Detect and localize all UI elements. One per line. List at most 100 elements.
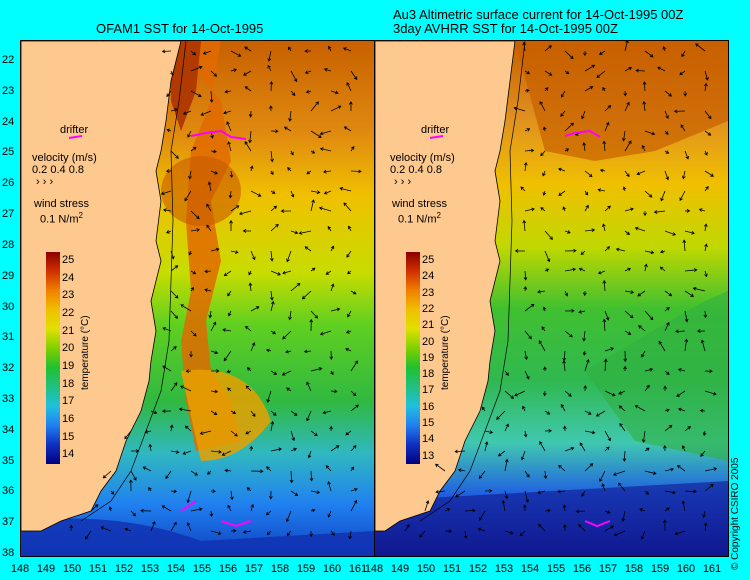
current-vector [584,228,596,233]
current-vector [524,470,530,478]
current-vector [269,250,274,262]
current-vector [575,509,586,514]
current-vector [653,210,666,214]
current-vector [207,470,212,475]
latitude-tick-label: 28 [2,238,15,251]
current-vector [270,420,275,432]
colorbar-tick-label: 13 [422,449,435,462]
current-vector [679,190,686,201]
current-vector [144,429,152,434]
current-vector [560,110,566,117]
current-vector [564,70,570,75]
current-vector [342,47,352,52]
current-vector [186,522,192,532]
current-vector [206,224,212,232]
current-vector [578,267,586,272]
current-vector [544,250,551,263]
current-vector [304,70,312,74]
current-vector [90,504,99,512]
drifter-legend-icon [68,135,83,139]
current-vector [108,506,113,512]
current-vector [204,288,212,292]
drifter-legend-label: drifter [421,124,450,136]
current-vector [638,325,646,332]
current-vector [641,430,646,443]
current-vector [188,170,192,180]
current-vector [478,470,486,480]
colorbar-tick-label: 18 [422,368,435,381]
current-vector [581,110,586,120]
current-vector [636,170,646,176]
current-vector [522,41,527,52]
current-vector [404,524,410,532]
current-vector [100,526,112,532]
current-vector [124,527,132,532]
current-vector [244,141,252,152]
current-vector [248,110,253,118]
current-vector [286,530,292,537]
current-vector [540,150,546,157]
current-vector [681,50,686,58]
current-vector [697,329,706,333]
current-vector [346,81,352,92]
current-vector [624,330,632,335]
current-vector [644,490,650,495]
current-vector [211,369,220,373]
current-vector [602,279,607,292]
current-vector [622,130,626,142]
current-vector [542,306,547,312]
current-vector [246,367,252,372]
current-vector [464,508,476,513]
current-vector [683,90,688,97]
current-vector [330,307,341,312]
current-vector [267,64,272,72]
current-vector [310,367,323,372]
current-vector [544,428,552,433]
current-vector [618,390,626,395]
current-vector [582,142,587,152]
current-vector [190,270,197,275]
current-vector [348,530,353,540]
current-vector [182,110,192,115]
current-vector [222,328,232,332]
current-vector [288,310,292,321]
current-vector [639,508,646,512]
current-vector [584,430,596,435]
current-vector [524,330,532,340]
current-vector [290,230,299,235]
current-vector [288,46,292,52]
current-vector [286,387,292,392]
current-vector [644,470,657,475]
current-vector [266,530,272,536]
colorbar-tick-label: 24 [62,271,75,284]
current-vector [180,385,192,392]
current-vector [457,468,466,472]
current-vector [537,490,546,495]
current-vector [564,330,573,338]
current-vector [624,140,632,152]
current-vector [504,423,509,432]
current-vector [504,458,509,472]
current-vector [250,306,260,312]
current-vector [524,148,535,153]
current-vector [684,230,695,235]
current-vector [244,86,252,92]
current-vector [538,523,546,532]
current-vector [702,510,706,519]
current-vector [310,267,316,272]
current-vector [544,87,549,92]
current-vector [684,268,698,272]
longitude-tick-label: 155 [546,563,566,575]
colorbar-tick-label: 22 [422,302,435,315]
current-vector [704,150,708,156]
current-vector [484,441,489,452]
current-vector [704,170,714,177]
wind-stress-legend-label: wind stress [392,198,448,210]
current-vector [522,405,526,412]
current-vector [540,207,546,212]
current-vector [170,150,179,159]
current-vector [170,450,180,454]
velocity-legend-scale: 0.2 0.4 0.8 [32,164,84,176]
current-vector [170,346,177,352]
current-vector [310,190,321,195]
